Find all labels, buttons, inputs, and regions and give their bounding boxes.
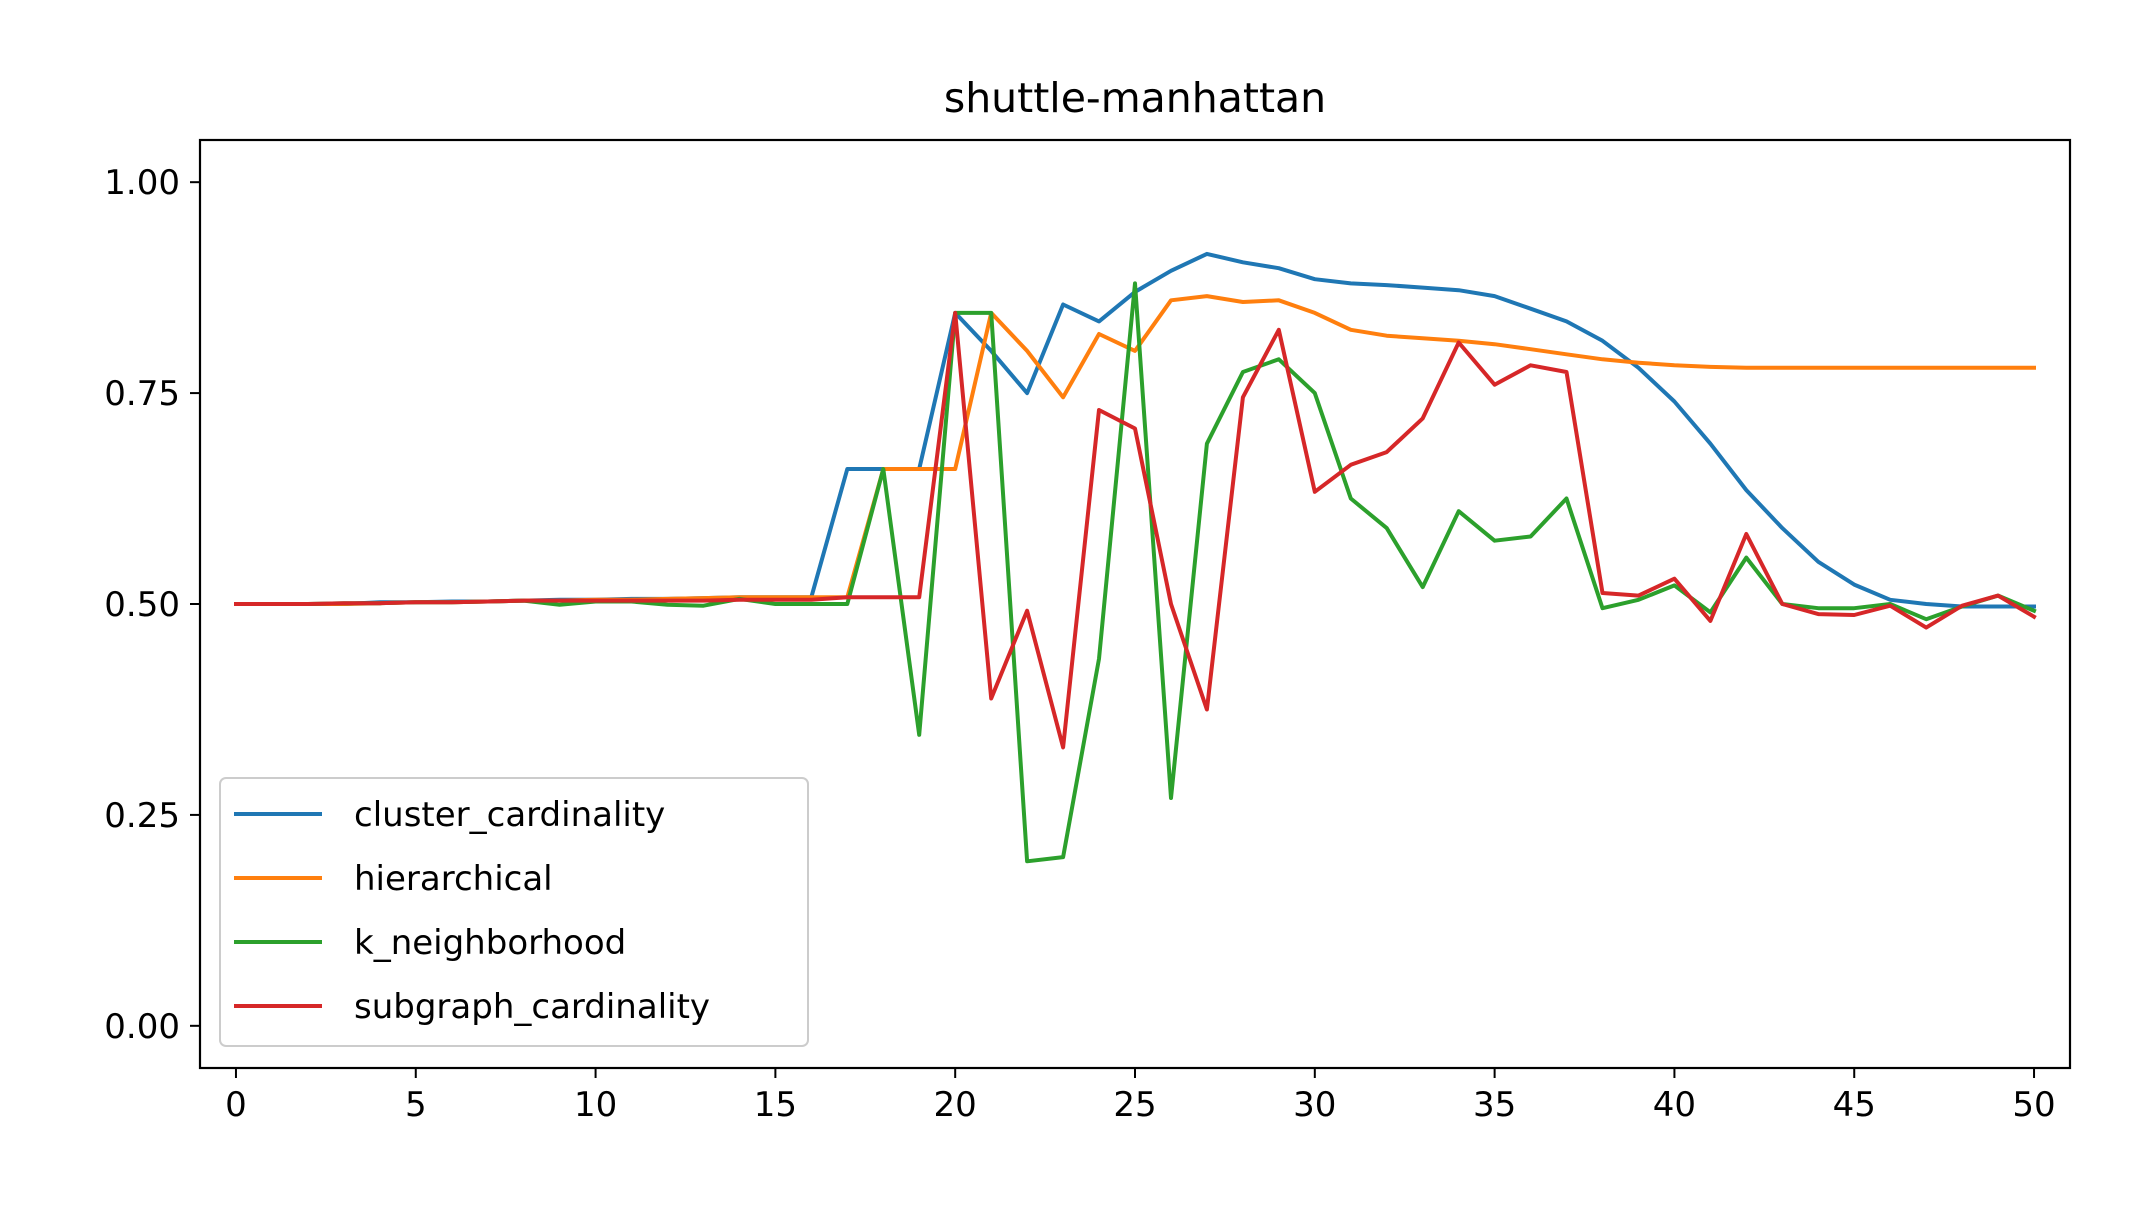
chart-title: shuttle-manhattan — [944, 74, 1326, 122]
axes-layer: 0 5 10 15 20 25 30 35 40 45 50 0.00 0.25 0.50 0.75 1.00 — [104, 138, 2072, 1125]
y-tick-label: 1.00 — [104, 163, 180, 203]
legend-label-k-neighborhood: k_neighborhood — [354, 923, 626, 963]
x-tick-label: 15 — [754, 1085, 797, 1125]
y-tick-label: 0.25 — [104, 796, 180, 836]
x-tick-label: 45 — [1833, 1085, 1876, 1125]
legend-label-subgraph-cardinality: subgraph_cardinality — [354, 987, 710, 1027]
y-tick-label: 0.75 — [104, 374, 180, 414]
x-tick-label: 30 — [1293, 1085, 1336, 1125]
x-tick-label: 10 — [574, 1085, 617, 1125]
x-tick-label: 20 — [934, 1085, 977, 1125]
x-tick-label: 50 — [2012, 1085, 2055, 1125]
x-tick-label: 25 — [1113, 1085, 1156, 1125]
legend-label-cluster-cardinality: cluster_cardinality — [354, 795, 665, 835]
x-tick-label: 5 — [405, 1085, 427, 1125]
legend: cluster_cardinality hierarchical k_neighbo… — [219, 777, 809, 1047]
series-line-subgraph-cardinality — [234, 310, 2037, 750]
x-tick-label: 40 — [1653, 1085, 1696, 1125]
legend-box — [219, 777, 809, 1047]
series-layer — [234, 251, 2037, 864]
y-tick-label: 0.00 — [104, 1007, 180, 1047]
x-tick-label: 0 — [225, 1085, 247, 1125]
y-tick-label: 0.50 — [104, 585, 180, 625]
legend-label-hierarchical: hierarchical — [354, 859, 553, 899]
x-tick-label: 35 — [1473, 1085, 1516, 1125]
